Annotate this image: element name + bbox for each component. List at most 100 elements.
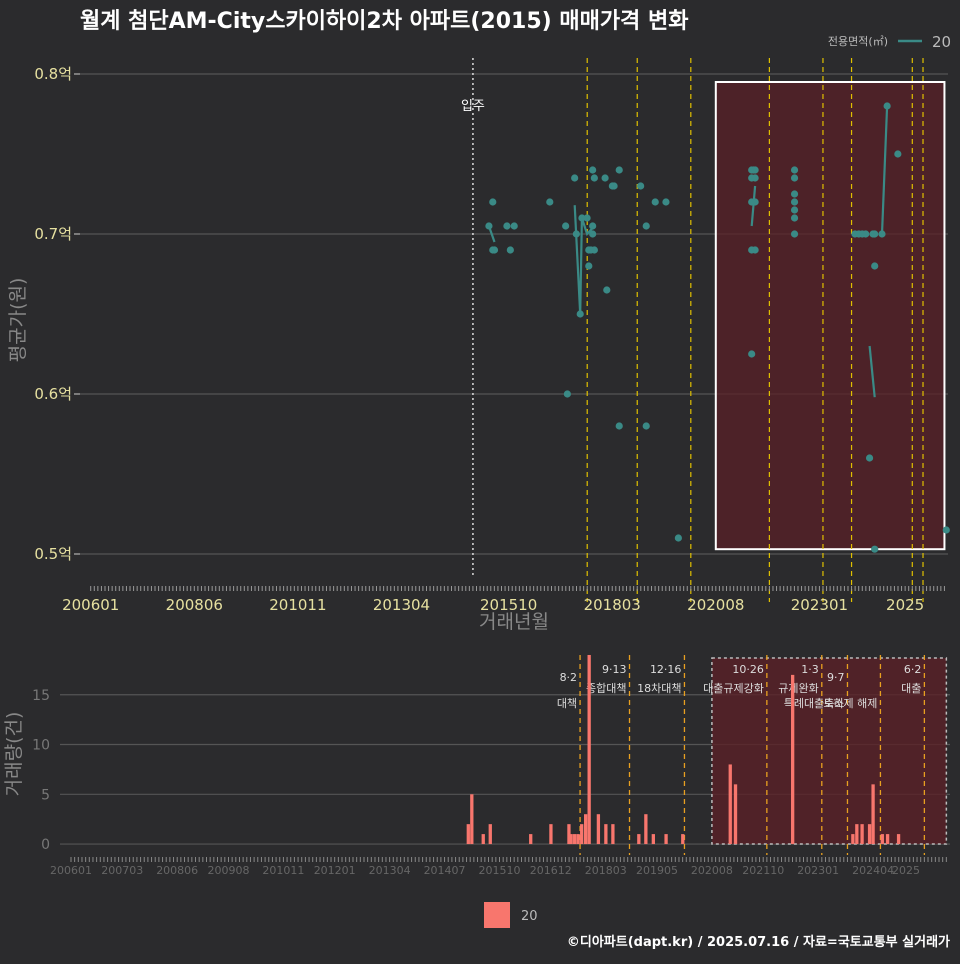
volume-xtick-label: 2025 — [892, 864, 920, 877]
price-point — [662, 198, 670, 206]
price-point — [790, 206, 799, 214]
price-point — [603, 286, 611, 294]
volume-bar — [728, 764, 732, 845]
price-point — [506, 246, 514, 254]
volume-xtick-label: 200703 — [101, 864, 143, 877]
price-point — [871, 545, 879, 553]
volume-legend-key — [484, 902, 510, 928]
volume-xtick-label: 202110 — [742, 864, 784, 877]
price-point — [865, 454, 874, 462]
price-point — [562, 222, 570, 230]
volume-bar — [569, 834, 573, 845]
price-point — [503, 222, 511, 230]
policy-date-label: 12·16 — [650, 663, 682, 676]
price-point — [578, 214, 586, 222]
volume-bar — [733, 784, 738, 845]
policy-name-label: 종합대책 — [586, 682, 626, 695]
price-point — [790, 166, 799, 174]
price-point — [589, 222, 597, 230]
volume-bar — [637, 834, 641, 845]
price-point — [942, 526, 950, 534]
price-point — [571, 174, 579, 182]
volume-bar — [529, 834, 533, 845]
price-point — [489, 198, 497, 206]
price-point — [642, 222, 650, 230]
price-point — [674, 534, 682, 542]
price-y-axis-title: 평균가(원) — [7, 278, 29, 363]
volume-bar — [604, 824, 608, 845]
policy-name-label: 토허제 해제 — [823, 696, 877, 710]
volume-xtick-label: 201201 — [314, 864, 356, 877]
price-xtick-label: 200601 — [62, 596, 119, 614]
price-xtick-label: 200806 — [166, 596, 223, 614]
chart-title: 월계 첨단AM-City스카이하이2차 아파트(2015) 매매가격 변화 — [80, 9, 688, 34]
price-legend-label: 20 — [932, 33, 951, 51]
price-xtick-label: 201304 — [373, 596, 430, 614]
volume-bar — [573, 834, 577, 845]
move-in-label: 입주 — [461, 99, 485, 114]
price-point — [615, 166, 623, 174]
volume-xtick-label: 200806 — [156, 864, 198, 877]
policy-date-label: 9·7 — [827, 671, 845, 684]
price-legend-title: 전용면적(㎡) — [828, 35, 888, 48]
volume-xtick-label: 201510 — [479, 864, 521, 877]
price-xtick-label: 2025 — [886, 596, 924, 614]
price-xtick-label: 201803 — [584, 596, 641, 614]
price-ytick-label: 0.7억 — [34, 225, 72, 243]
volume-bar — [576, 834, 580, 845]
volume-xtick-label: 202008 — [691, 864, 733, 877]
volume-xtick-label: 201803 — [585, 864, 627, 877]
volume-highlight-box — [711, 657, 948, 845]
price-point — [883, 102, 891, 110]
volume-bar — [651, 834, 655, 845]
volume-y-axis-title: 거래량(건) — [3, 712, 25, 797]
price-point — [894, 150, 902, 158]
volume-xtick-label: 202301 — [797, 864, 839, 877]
price-point — [862, 230, 870, 238]
volume-bar — [851, 834, 855, 845]
price-point — [610, 182, 618, 190]
volume-bar — [860, 824, 864, 845]
price-xtick-label: 202008 — [687, 596, 744, 614]
policy-name-label: 규제완화 — [778, 682, 818, 695]
volume-xtick-label: 201905 — [636, 864, 678, 877]
volume-xtick-label: 201304 — [369, 864, 411, 877]
volume-bar — [488, 824, 492, 845]
price-trend-line — [868, 345, 876, 398]
price-point — [642, 422, 650, 430]
price-ytick-label: 0.6억 — [34, 385, 72, 403]
volume-ytick-label: 10 — [32, 738, 50, 754]
policy-name-label: 특례대출축소 — [784, 697, 845, 710]
price-point — [572, 230, 580, 238]
price-point — [751, 246, 759, 254]
volume-bar — [466, 824, 470, 845]
price-point — [751, 198, 759, 206]
volume-bar — [470, 794, 474, 845]
volume-ytick-label: 15 — [32, 688, 50, 704]
policy-name-label: 대출 — [901, 682, 921, 695]
price-point — [790, 174, 799, 182]
policy-date-label: 9·13 — [602, 663, 627, 676]
volume-bar — [587, 654, 591, 845]
footer-credit: ©디아파트(dapt.kr) / 2025.07.16 / 자료=국토교통부 실… — [566, 935, 950, 950]
price-point — [485, 222, 493, 230]
volume-xtick-label: 201011 — [262, 864, 304, 877]
policy-name-label: 18차대책 — [637, 682, 681, 695]
price-point — [576, 310, 584, 318]
price-point — [615, 422, 623, 430]
price-trend-line — [573, 205, 596, 315]
policy-date-label: 1·3 — [801, 663, 819, 676]
price-x-axis-title: 거래년월 — [479, 611, 549, 633]
volume-bar — [481, 834, 485, 845]
price-ytick-label: 0.8억 — [34, 65, 72, 83]
volume-bar — [567, 824, 571, 845]
price-trend-line — [750, 185, 757, 227]
volume-ytick-label: 0 — [41, 837, 50, 853]
policy-name-label: 대책 — [557, 697, 577, 710]
policy-date-label: 6·2 — [904, 663, 922, 676]
price-point — [590, 174, 598, 182]
price-point — [751, 166, 759, 174]
volume-legend-label: 20 — [521, 909, 538, 924]
